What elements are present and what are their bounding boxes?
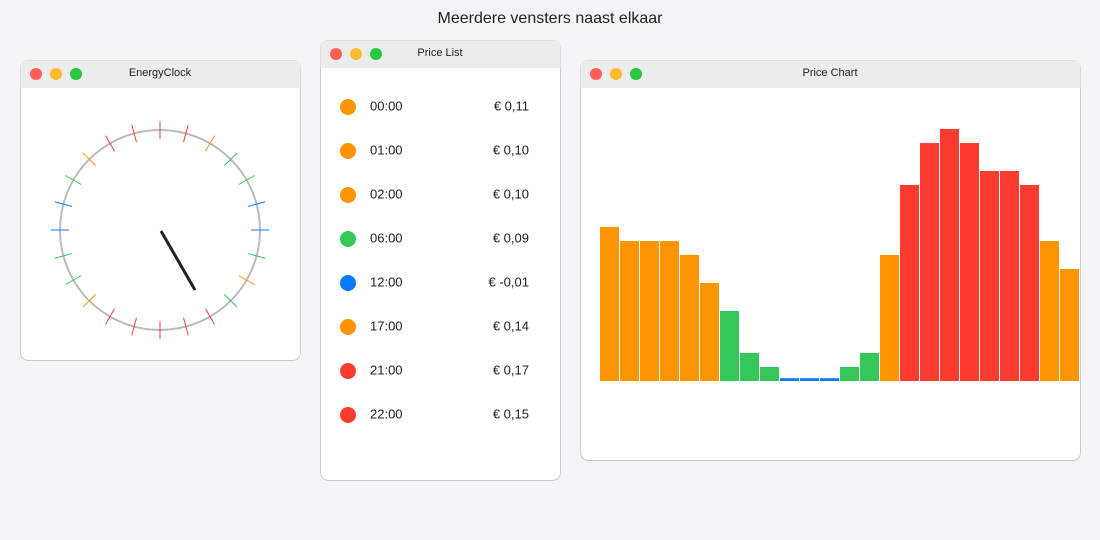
price-dot xyxy=(340,363,356,379)
clock-tick xyxy=(205,308,215,325)
price-bar xyxy=(820,378,839,381)
minimize-button[interactable] xyxy=(610,68,622,80)
time-label: 01:00 xyxy=(370,142,403,157)
price-bar xyxy=(880,255,899,381)
window-title: Price List xyxy=(417,47,462,59)
close-button[interactable] xyxy=(30,68,42,80)
maximize-button[interactable] xyxy=(630,68,642,80)
price-dot xyxy=(340,407,356,423)
title-bar xyxy=(580,60,1081,88)
price-label: € 0,11 xyxy=(494,98,529,113)
clock-hand xyxy=(159,230,197,291)
price-bar xyxy=(600,227,619,381)
clock-tick xyxy=(54,253,73,259)
time-label: 06:00 xyxy=(370,230,403,245)
clock-tick xyxy=(183,317,189,336)
clock-tick xyxy=(238,175,255,185)
price-bar xyxy=(960,143,979,381)
price-bar xyxy=(1020,185,1039,381)
time-label: 21:00 xyxy=(370,362,403,377)
price-label: € 0,10 xyxy=(493,142,529,157)
price-bar xyxy=(800,378,819,381)
price-bar xyxy=(740,353,759,381)
minimize-button[interactable] xyxy=(350,48,362,60)
clock-tick xyxy=(238,275,255,285)
clock-tick xyxy=(247,253,266,259)
minimize-button[interactable] xyxy=(50,68,62,80)
maximize-button[interactable] xyxy=(70,68,82,80)
page-title: Meerdere vensters naast elkaar xyxy=(438,10,664,27)
window-title: Price Chart xyxy=(802,67,857,79)
price-dot xyxy=(340,99,356,115)
price-label: € 0,17 xyxy=(493,362,529,377)
clock-tick xyxy=(105,135,115,152)
clock-tick xyxy=(131,317,137,336)
clock-tick xyxy=(82,152,97,167)
price-dot xyxy=(340,187,356,203)
price-bar xyxy=(860,353,879,381)
time-label: 17:00 xyxy=(370,318,403,333)
price-label: € 0,14 xyxy=(493,318,529,333)
clock-tick xyxy=(131,124,137,143)
price-label: € 0,09 xyxy=(493,230,529,245)
price-dot xyxy=(340,319,356,335)
time-label: 12:00 xyxy=(370,274,403,289)
title-bar xyxy=(320,40,561,68)
price-bar xyxy=(720,311,739,381)
price-bar xyxy=(920,143,939,381)
clock-tick xyxy=(223,152,238,167)
clock-tick xyxy=(54,201,73,207)
price-bar xyxy=(980,171,999,381)
clock-tick xyxy=(105,308,115,325)
time-label: 22:00 xyxy=(370,406,403,421)
price-dot xyxy=(340,275,356,291)
price-bar xyxy=(1040,241,1059,381)
clock-tick xyxy=(65,275,82,285)
price-bar xyxy=(640,241,659,381)
price-label: € 0,15 xyxy=(493,406,529,421)
time-label: 00:00 xyxy=(370,98,403,113)
title-bar xyxy=(20,60,301,88)
price-dot xyxy=(340,143,356,159)
price-bar xyxy=(680,255,699,381)
price-bar xyxy=(900,185,919,381)
time-label: 02:00 xyxy=(370,186,403,201)
price-label: € 0,10 xyxy=(493,186,529,201)
price-bar xyxy=(760,367,779,381)
price-bar xyxy=(780,378,799,381)
window-title: EnergyClock xyxy=(129,67,192,79)
close-button[interactable] xyxy=(590,68,602,80)
clock-tick xyxy=(183,124,189,143)
price-bar xyxy=(660,241,679,381)
clock-tick xyxy=(223,293,238,308)
price-bar xyxy=(840,367,859,381)
price-bar xyxy=(1000,171,1019,381)
clock-tick xyxy=(82,293,97,308)
close-button[interactable] xyxy=(330,48,342,60)
price-bar xyxy=(620,241,639,381)
price-bar xyxy=(1060,269,1079,381)
maximize-button[interactable] xyxy=(370,48,382,60)
price-label: € -0,01 xyxy=(489,274,529,289)
clock-tick xyxy=(247,201,266,207)
clock-tick xyxy=(65,175,82,185)
price-bar xyxy=(700,283,719,381)
price-dot xyxy=(340,231,356,247)
clock-tick xyxy=(205,135,215,152)
price-bar xyxy=(940,129,959,381)
